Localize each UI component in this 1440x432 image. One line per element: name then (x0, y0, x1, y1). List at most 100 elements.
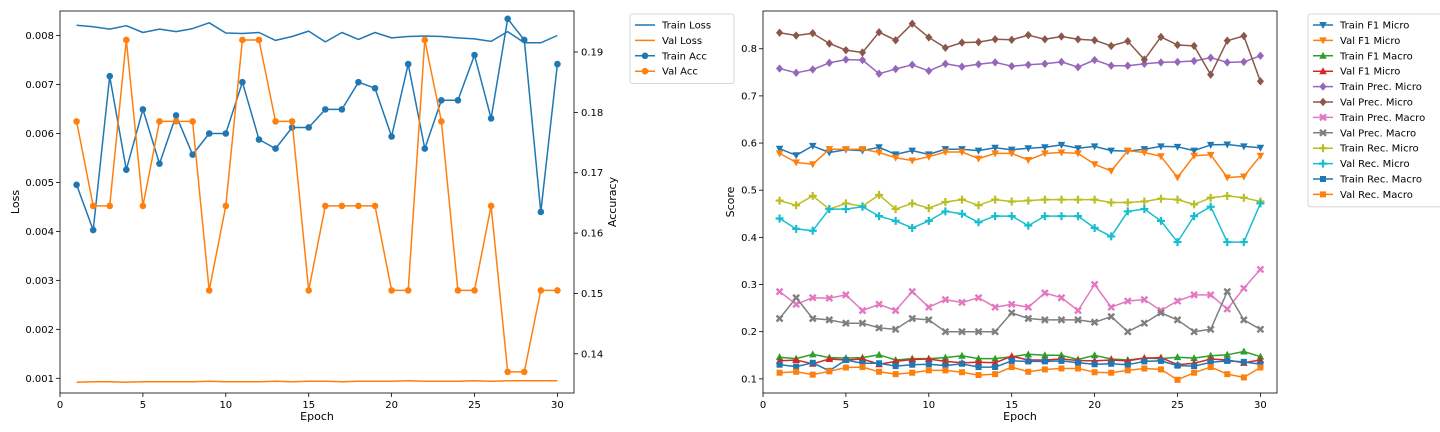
legend-marker (1319, 159, 1327, 168)
legend-entry-val-prec-macro: Val Prec. Macro (1313, 128, 1416, 139)
series-val-rec-micro (775, 199, 1265, 247)
data-point (1207, 70, 1215, 79)
legend-entry-val-loss: Val Loss (635, 36, 702, 47)
data-point (388, 287, 395, 294)
x-tick-label: 15 (302, 400, 315, 411)
x-tick-label: 10 (219, 400, 232, 411)
data-point (974, 293, 983, 302)
data-point (992, 371, 999, 378)
x-tick-label: 30 (1254, 400, 1267, 411)
data-point (1173, 238, 1182, 247)
data-point (958, 62, 966, 71)
data-point (908, 287, 917, 296)
data-point (1057, 149, 1066, 157)
score-chart-x-ticks: 0 5 10 15 20 25 30 (760, 393, 1267, 411)
data-point (842, 356, 849, 363)
data-point (421, 36, 429, 44)
data-point (809, 28, 817, 38)
data-point (775, 287, 784, 296)
data-point (1157, 32, 1165, 42)
data-point (975, 364, 982, 371)
data-point (388, 133, 395, 140)
data-point (454, 287, 462, 294)
data-point (89, 202, 97, 210)
data-point (957, 195, 966, 204)
score-chart: 0 5 10 15 20 25 30 0.1 0.2 0.3 0.4 0.5 0.6 0.7 0.8 Ep… (724, 10, 1440, 423)
x-tick-label: 30 (551, 400, 564, 411)
data-point (942, 367, 949, 374)
data-point (776, 369, 783, 376)
data-point (809, 359, 816, 366)
data-point (808, 293, 817, 302)
data-point (1007, 197, 1016, 206)
data-point (958, 149, 966, 157)
data-point (1157, 357, 1164, 364)
data-point (338, 106, 346, 113)
data-point (1107, 147, 1115, 155)
legend-entry-val-f1-micro: Val F1 Micro (1313, 36, 1400, 47)
data-point (189, 118, 196, 125)
data-point (1257, 364, 1264, 371)
data-point (908, 223, 917, 232)
legend-entry-train-rec-micro: Train Rec. Micro (1313, 144, 1419, 155)
data-point (1174, 362, 1181, 369)
data-point (1123, 297, 1132, 305)
data-point (139, 202, 147, 210)
data-point (941, 59, 949, 69)
y-tick-label: 0.1 (741, 374, 757, 385)
y-tick-label: 0.4 (741, 233, 757, 244)
data-point (1256, 51, 1265, 61)
data-point (1124, 61, 1132, 70)
data-point (73, 118, 80, 125)
data-point (826, 368, 833, 375)
data-point (1108, 360, 1115, 367)
data-point (1156, 194, 1165, 203)
legend-label: Val Rec. Macro (1340, 190, 1413, 201)
y-tick-label: 0.008 (25, 31, 54, 42)
data-point (1124, 36, 1132, 46)
data-point (371, 202, 379, 210)
series-val-prec-micro (775, 19, 1265, 86)
legend-marker (1319, 67, 1327, 75)
data-point (1108, 369, 1115, 376)
legend-marker (1319, 144, 1327, 153)
series-train-prec-micro (775, 51, 1265, 78)
data-point (792, 159, 800, 167)
data-point (892, 363, 899, 370)
data-point (504, 15, 511, 23)
legend-label: Train Prec. Micro (1339, 82, 1422, 93)
data-point (1024, 157, 1033, 165)
y-tick-label: 0.6 (741, 139, 757, 150)
legend-marker (1319, 37, 1327, 45)
data-point (1057, 351, 1066, 359)
data-point (1240, 143, 1248, 151)
data-point (1058, 365, 1065, 372)
data-point (792, 300, 801, 309)
data-point (404, 287, 412, 294)
legend-entry-train-f1-micro: Train F1 Micro (1313, 21, 1409, 32)
data-point (842, 364, 849, 371)
data-point (792, 152, 800, 160)
data-point (892, 64, 900, 74)
data-point (1207, 53, 1215, 62)
accuracy-chart-y2-label: Accuracy (606, 176, 619, 227)
data-point (792, 224, 801, 233)
data-point (875, 69, 883, 78)
data-point (825, 294, 834, 303)
data-point (355, 202, 362, 210)
series-line-val-f1-micro (779, 148, 1261, 179)
data-point (1157, 143, 1165, 151)
data-point (957, 209, 966, 218)
data-point (1174, 376, 1181, 383)
data-point (808, 191, 817, 200)
data-point (892, 36, 900, 45)
data-point (205, 130, 213, 137)
data-point (792, 293, 801, 302)
data-point (825, 146, 834, 154)
data-point (1075, 359, 1082, 366)
y2-tick-label: 0.17 (581, 168, 603, 179)
data-point (272, 145, 279, 152)
score-chart-x-label: Epoch (1003, 410, 1037, 423)
data-point (1140, 295, 1149, 304)
data-point (1024, 30, 1032, 40)
